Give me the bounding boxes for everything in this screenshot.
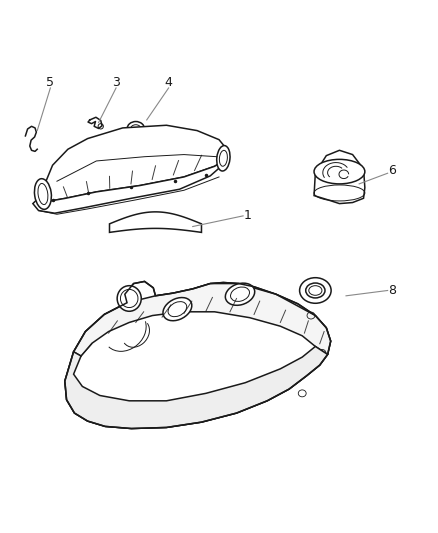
Ellipse shape — [127, 122, 145, 136]
Polygon shape — [65, 346, 328, 429]
Ellipse shape — [300, 278, 331, 303]
Ellipse shape — [314, 159, 365, 184]
Polygon shape — [39, 125, 228, 201]
Text: 5: 5 — [46, 76, 54, 89]
Ellipse shape — [131, 125, 141, 133]
Text: 3: 3 — [112, 76, 120, 89]
Polygon shape — [110, 212, 201, 232]
Ellipse shape — [217, 146, 230, 171]
Polygon shape — [65, 281, 331, 429]
Ellipse shape — [225, 283, 255, 305]
Ellipse shape — [35, 179, 51, 209]
Ellipse shape — [306, 283, 325, 298]
Text: 8: 8 — [388, 284, 396, 297]
Text: 1: 1 — [244, 209, 251, 222]
Polygon shape — [314, 150, 365, 204]
Ellipse shape — [163, 297, 192, 321]
Polygon shape — [33, 161, 223, 213]
Ellipse shape — [98, 124, 103, 129]
Text: 4: 4 — [165, 76, 173, 89]
Polygon shape — [74, 284, 331, 356]
Ellipse shape — [117, 286, 141, 311]
Text: 6: 6 — [388, 164, 396, 177]
